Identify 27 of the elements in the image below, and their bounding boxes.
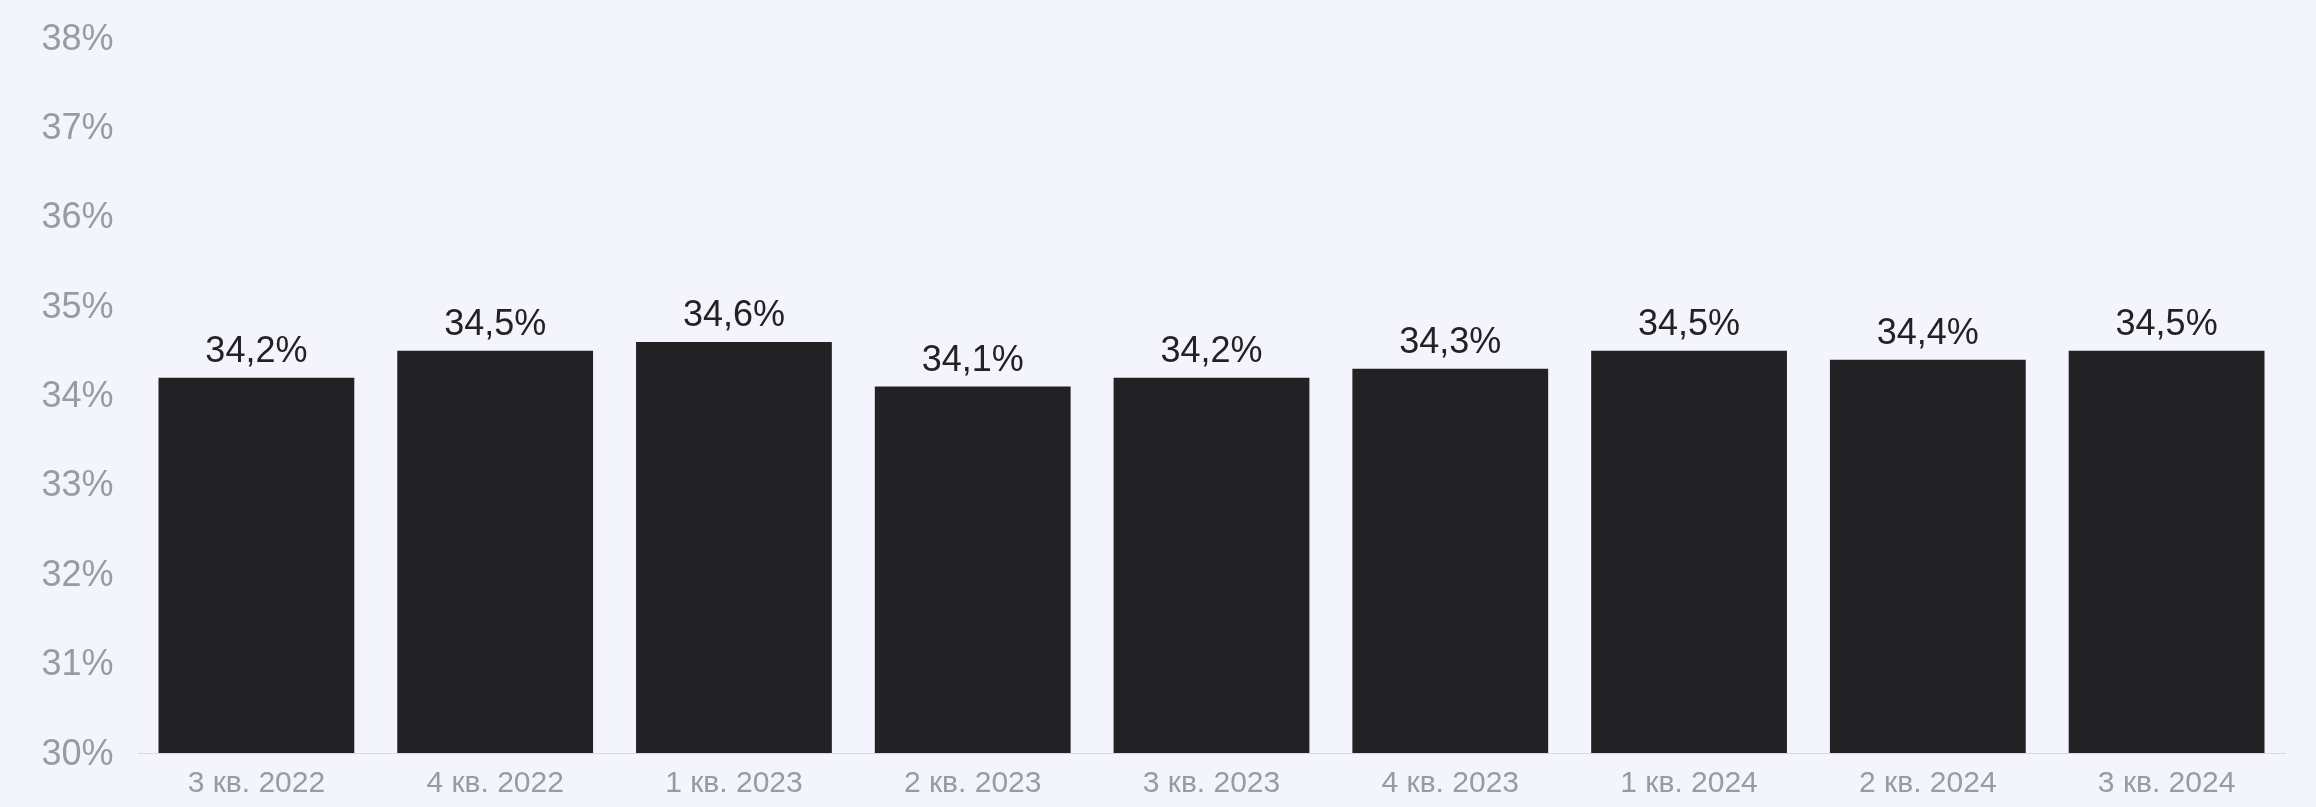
- data-label: 34,5%: [444, 301, 547, 343]
- data-label: 34,2%: [1160, 328, 1263, 370]
- data-label: 34,4%: [1876, 310, 1979, 352]
- y-tick-label: 38%: [41, 16, 114, 58]
- x-tick-label: 1 кв. 2024: [1620, 764, 1758, 798]
- y-tick-label: 34%: [41, 374, 114, 415]
- x-tick-label: 4 кв. 2022: [426, 764, 564, 798]
- data-label: 34,5%: [2115, 301, 2218, 343]
- y-tick-label: 31%: [41, 642, 114, 684]
- y-tick-label: 32%: [41, 552, 114, 594]
- x-tick-label: 1 кв. 2023: [665, 764, 803, 798]
- y-tick-label: 36%: [41, 195, 114, 237]
- x-tick-label: 3 кв. 2023: [1142, 764, 1281, 798]
- y-tick-label: 35%: [41, 284, 114, 326]
- x-tick-label: 3 кв. 2024: [2097, 764, 2236, 798]
- y-tick-label: 30%: [41, 731, 114, 773]
- x-tick-label: 2 кв. 2023: [903, 764, 1042, 798]
- x-tick-label: 3 кв. 2022: [187, 764, 326, 798]
- x-tick-label: 2 кв. 2024: [1859, 764, 1997, 798]
- data-label: 34,2%: [205, 328, 308, 370]
- y-tick-label: 37%: [41, 105, 114, 147]
- data-label: 34,6%: [682, 292, 785, 334]
- y-tick-label: 33%: [41, 463, 114, 505]
- data-label: 34,3%: [1399, 319, 1502, 361]
- x-tick-label: 4 кв. 2023: [1381, 764, 1520, 798]
- data-label: 34,1%: [921, 337, 1024, 379]
- data-label: 34,5%: [1638, 301, 1741, 343]
